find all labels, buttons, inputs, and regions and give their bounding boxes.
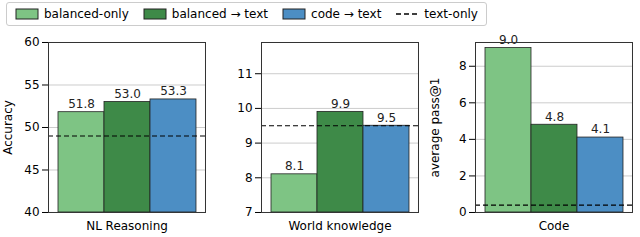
svg-text:8: 8 xyxy=(245,171,253,185)
svg-text:60: 60 xyxy=(24,35,39,49)
svg-text:9: 9 xyxy=(245,136,253,150)
svg-text:0: 0 xyxy=(459,205,467,219)
svg-text:55: 55 xyxy=(24,78,39,92)
svg-text:9.0: 9.0 xyxy=(499,33,518,47)
svg-text:8.1: 8.1 xyxy=(285,159,304,173)
html-text:balanced-only: balanced-only xyxy=(44,7,129,21)
svg-text:4.8: 4.8 xyxy=(545,110,564,124)
svg-text:6: 6 xyxy=(459,96,467,110)
svg-text:9.5: 9.5 xyxy=(377,111,396,125)
svg-text:2: 2 xyxy=(459,169,467,183)
svg-text:10: 10 xyxy=(238,101,253,115)
html-text:code → text: code → text xyxy=(311,7,382,21)
svg-text:NL Reasoning: NL Reasoning xyxy=(86,219,168,233)
svg-text:53.3: 53.3 xyxy=(160,84,187,98)
svg-text:50: 50 xyxy=(24,120,39,134)
svg-text:Code: Code xyxy=(538,219,569,233)
svg-text:45: 45 xyxy=(24,163,39,177)
svg-text:Accuracy: Accuracy xyxy=(1,100,15,155)
svg-text:7: 7 xyxy=(245,205,253,219)
svg-text:average pass@1: average pass@1 xyxy=(428,78,442,178)
svg-text:40: 40 xyxy=(24,205,39,219)
html-text:balanced → text: balanced → text xyxy=(171,7,268,21)
svg-text:53.0: 53.0 xyxy=(114,87,141,101)
svg-text:World knowledge: World knowledge xyxy=(289,219,392,233)
svg-text:4.1: 4.1 xyxy=(591,122,610,136)
svg-text:11: 11 xyxy=(238,67,253,81)
svg-text:4: 4 xyxy=(459,132,467,146)
svg-text:9.9: 9.9 xyxy=(331,97,350,111)
svg-text:8: 8 xyxy=(459,59,467,73)
svg-text:51.8: 51.8 xyxy=(68,97,95,111)
html-text:text-only: text-only xyxy=(424,7,478,21)
